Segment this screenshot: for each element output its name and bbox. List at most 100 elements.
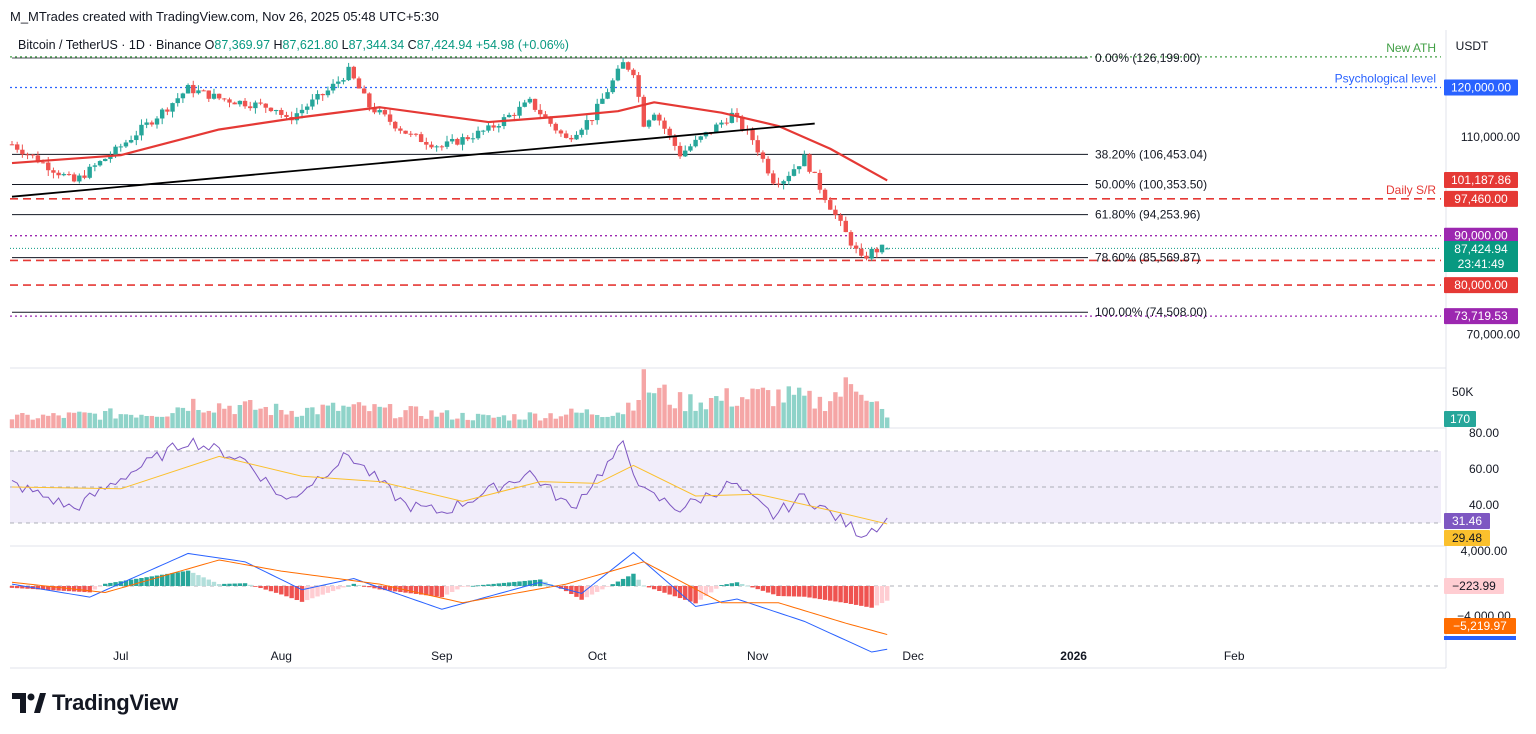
candle-body	[325, 90, 331, 96]
candle-body	[372, 107, 377, 113]
macd-histogram-bar	[527, 580, 533, 586]
volume-bar	[791, 394, 797, 428]
candle-body	[284, 114, 289, 117]
macd-histogram-bar	[123, 580, 129, 586]
candle-body	[667, 128, 672, 136]
candle-body	[165, 109, 170, 112]
candle-body	[807, 154, 812, 172]
candle-body	[755, 140, 760, 153]
candle-body	[615, 68, 621, 81]
volume-bar	[600, 417, 605, 428]
macd-histogram-bar	[610, 584, 615, 586]
candle-body	[14, 144, 20, 150]
candle-body	[82, 175, 87, 178]
candle-body	[40, 162, 46, 164]
candle-body	[25, 154, 30, 156]
volume-bar	[356, 402, 362, 428]
volume-bar	[475, 413, 481, 428]
time-tick-Aug: Aug	[271, 649, 292, 663]
symbol-title[interactable]: Bitcoin / TetherUS · 1D · Binance	[18, 38, 202, 52]
volume-bar	[646, 392, 652, 428]
candle-body	[651, 114, 657, 121]
volume-bar	[330, 402, 336, 428]
candle-body	[180, 93, 186, 99]
candle-body	[874, 248, 880, 253]
macd-histogram-bar	[828, 586, 833, 601]
volume-bar	[149, 415, 155, 428]
candle-body	[134, 135, 139, 141]
candle-body	[719, 122, 724, 125]
candle-body	[677, 145, 683, 157]
open-key: O	[204, 38, 215, 52]
macd-histogram-bar	[418, 586, 424, 595]
candle-body	[361, 88, 367, 94]
fib-label-3: 61.80% (94,253.96)	[1095, 208, 1200, 222]
candle-body	[828, 200, 833, 210]
volume-bar	[299, 415, 305, 428]
macd-histogram-bar	[320, 586, 325, 595]
volume-bar	[222, 408, 227, 428]
macd-histogram-bar	[232, 583, 237, 586]
overlay-lines	[11, 101, 888, 198]
volume-bar	[9, 419, 15, 428]
candle-body	[802, 154, 807, 167]
volume-bar	[771, 406, 776, 428]
candle-body	[646, 120, 652, 127]
volume-bar	[393, 418, 398, 428]
volume-bar	[71, 412, 77, 428]
macd-histogram-bar	[304, 586, 310, 601]
candle-body	[248, 106, 253, 109]
volume-bar	[486, 415, 491, 428]
volume-bar	[387, 404, 393, 428]
open-value: 87,369.97	[214, 38, 271, 52]
volume-bar	[418, 416, 424, 428]
macd-histogram-bar	[574, 586, 579, 597]
macd-histogram-bar	[367, 586, 372, 588]
candle-body	[739, 116, 745, 130]
volume-bar	[631, 410, 636, 428]
candle-body	[859, 248, 864, 256]
volume-bar	[51, 413, 56, 428]
ohlc-legend: Bitcoin / TetherUS · 1D · Binance O87,36…	[18, 38, 569, 52]
candle-body	[310, 99, 315, 107]
volume-bar	[496, 416, 501, 428]
candle-body	[299, 109, 305, 114]
volume-bar	[672, 408, 678, 428]
volume-bar	[527, 412, 533, 428]
macd-histogram-bar	[382, 586, 388, 591]
candle-body	[517, 106, 522, 116]
fib-label-5: 100.00% (74,508.00)	[1095, 305, 1207, 319]
macd-histogram-bar	[594, 586, 600, 592]
volume-bar	[258, 408, 263, 428]
macd-histogram-bar	[833, 586, 838, 602]
candle-body	[279, 109, 284, 115]
macd-histogram-bar	[807, 586, 812, 598]
candle-body	[584, 120, 590, 130]
candle-body	[232, 102, 237, 105]
macd-histogram-bar	[636, 579, 641, 586]
volume-bar	[315, 414, 320, 428]
volume-bar	[304, 407, 310, 428]
fib-label-1: 38.20% (106,453.04)	[1095, 147, 1207, 161]
volume-bar	[657, 387, 662, 428]
volume-bar	[615, 412, 621, 428]
macd-hist-badge-bg	[1444, 578, 1504, 594]
volume-bar	[874, 401, 880, 428]
macd-histogram-bar	[667, 586, 672, 595]
level-price-badge-1: 120,000.00	[1451, 81, 1511, 95]
macd-histogram-bar	[449, 586, 455, 592]
tradingview-logo[interactable]: TradingView	[12, 690, 178, 716]
volume-bars	[9, 369, 890, 428]
volume-bar	[739, 397, 745, 428]
candle-body	[838, 214, 843, 221]
candle-body	[631, 69, 636, 76]
candle-body	[108, 155, 113, 159]
candle-body	[481, 130, 486, 132]
macd-histogram-bar	[631, 573, 636, 586]
volume-bar	[781, 402, 786, 428]
macd-histogram-bar	[284, 586, 289, 597]
macd-histogram-bar	[180, 571, 186, 586]
candle-body	[46, 162, 51, 171]
macd-histogram-bar	[677, 586, 683, 599]
